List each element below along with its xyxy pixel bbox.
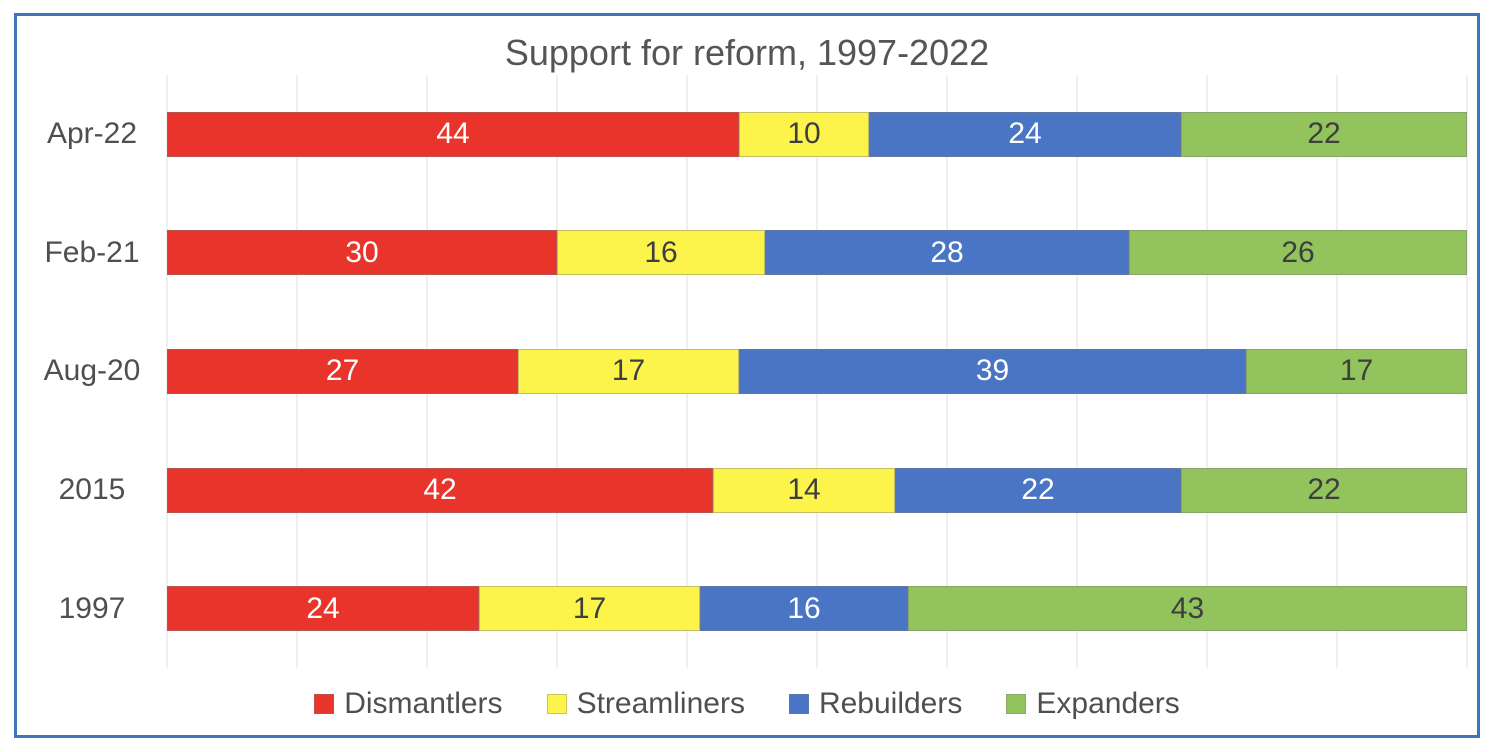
bar-segment: 16 (700, 586, 908, 632)
bar-row: Feb-21 30 16 28 26 (17, 194, 1467, 313)
bar-row: Aug-20 27 17 39 17 (17, 312, 1467, 431)
bar-row: 1997 24 17 16 43 (17, 549, 1467, 668)
category-label: 2015 (58, 473, 126, 507)
legend-swatch-icon (788, 694, 809, 714)
bar-segment: 17 (518, 348, 739, 394)
legend-swatch-icon (1006, 694, 1027, 714)
bar-segment: 22 (1181, 111, 1467, 157)
legend-swatch-icon (314, 694, 335, 714)
bar-track: 24 17 16 43 (167, 586, 1467, 632)
category-label: Apr-22 (46, 117, 138, 151)
bar-track: 27 17 39 17 (167, 348, 1467, 394)
legend-item: Dismantlers (314, 687, 503, 721)
gridline (1466, 75, 1468, 668)
legend-label: Streamliners (576, 687, 745, 720)
legend-item: Rebuilders (788, 687, 963, 721)
bar-segment: 17 (479, 586, 700, 632)
bar-segment: 22 (1181, 467, 1467, 513)
bar-segment: 28 (765, 230, 1129, 276)
legend-label: Dismantlers (344, 687, 503, 720)
bar-track: 42 14 22 22 (167, 467, 1467, 513)
bar-segment: 14 (713, 467, 895, 513)
legend-label: Expanders (1036, 687, 1180, 720)
legend-swatch-icon (546, 694, 567, 714)
bar-segment: 26 (1129, 230, 1467, 276)
bar-rows: Apr-22 44 10 24 22 Feb-21 30 16 28 26 Aug-20 27 17 39… (17, 75, 1467, 668)
legend-label: Rebuilders (818, 687, 963, 720)
bar-segment: 44 (167, 111, 739, 157)
bar-segment: 16 (557, 230, 765, 276)
legend-item: Streamliners (546, 687, 745, 721)
bar-segment: 24 (167, 586, 479, 632)
bar-segment: 27 (167, 348, 518, 394)
category-label: 1997 (58, 591, 126, 625)
bar-segment: 10 (739, 111, 869, 157)
legend: Dismantlers Streamliners Rebuilders Expande… (17, 687, 1477, 721)
bar-row: 2015 42 14 22 22 (17, 431, 1467, 550)
chart-title: Support for reform, 1997-2022 (504, 32, 990, 73)
bar-segment: 24 (869, 111, 1181, 157)
bar-row: Apr-22 44 10 24 22 (17, 75, 1467, 194)
chart-frame: Support for reform, 1997-2022 Apr-22 44 10… (14, 13, 1480, 738)
category-label: Aug-20 (43, 354, 141, 388)
bar-segment: 43 (908, 586, 1467, 632)
bar-segment: 39 (739, 348, 1246, 394)
legend-item: Expanders (1006, 687, 1180, 721)
bar-segment: 42 (167, 467, 713, 513)
category-label: Feb-21 (44, 235, 140, 269)
bar-track: 44 10 24 22 (167, 111, 1467, 157)
bar-segment: 22 (895, 467, 1181, 513)
bar-track: 30 16 28 26 (167, 230, 1467, 276)
bar-segment: 30 (167, 230, 557, 276)
bar-segment: 17 (1246, 348, 1467, 394)
